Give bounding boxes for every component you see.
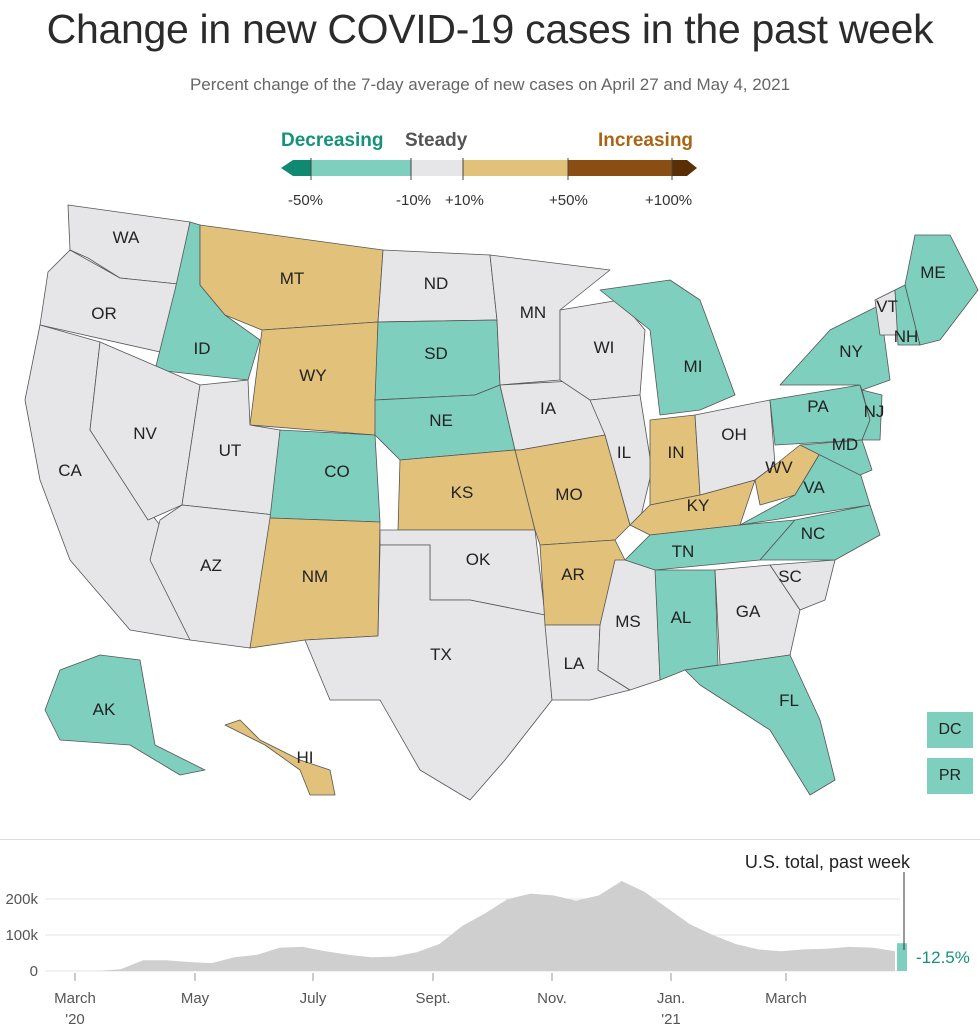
state-label-nj: NJ bbox=[864, 402, 885, 421]
state-label-ia: IA bbox=[540, 399, 557, 418]
state-label-vt: VT bbox=[876, 297, 898, 316]
state-hi[interactable] bbox=[224, 719, 336, 796]
state-label-ks: KS bbox=[451, 483, 474, 502]
state-label-nh: NH bbox=[894, 327, 919, 346]
trend-x-tick: Sept. bbox=[415, 990, 450, 1007]
state-label-or: OR bbox=[91, 304, 117, 323]
state-label-nm: NM bbox=[302, 567, 328, 586]
state-label-wv: WV bbox=[765, 458, 793, 477]
state-label-il: IL bbox=[617, 443, 631, 462]
state-sc[interactable] bbox=[769, 559, 836, 611]
state-label-ut: UT bbox=[219, 441, 242, 460]
state-label-mt: MT bbox=[280, 269, 305, 288]
trend-y-tick: 100k bbox=[5, 927, 38, 944]
trend-x-tick: Nov. bbox=[537, 990, 567, 1007]
legend-color-bar bbox=[281, 158, 697, 180]
state-label-oh: OH bbox=[721, 425, 747, 444]
state-label-mn: MN bbox=[520, 303, 546, 322]
state-label-la: LA bbox=[564, 654, 585, 673]
state-ga[interactable] bbox=[714, 564, 801, 666]
state-label-co: CO bbox=[324, 462, 350, 481]
state-mi[interactable] bbox=[599, 279, 736, 416]
state-nc[interactable] bbox=[759, 504, 881, 561]
trend-y-tick: 200k bbox=[5, 891, 38, 908]
trend-x-tick: Jan. bbox=[657, 990, 685, 1007]
state-mo[interactable] bbox=[514, 434, 631, 546]
state-label-ny: NY bbox=[839, 342, 863, 361]
state-label-me: ME bbox=[920, 263, 946, 282]
page-subtitle: Percent change of the 7-day average of n… bbox=[189, 75, 791, 94]
state-label-nd: ND bbox=[424, 274, 449, 293]
state-label-ms: MS bbox=[615, 612, 641, 631]
trend-y-tick: 0 bbox=[30, 963, 38, 980]
state-label-fl: FL bbox=[779, 691, 799, 710]
state-label-az: AZ bbox=[200, 556, 222, 575]
state-label-pr: PR bbox=[938, 767, 962, 784]
state-ak[interactable] bbox=[44, 654, 206, 776]
state-label-nc: NC bbox=[801, 524, 826, 543]
state-ny[interactable] bbox=[779, 304, 891, 391]
legend-tick: +50% bbox=[549, 192, 588, 209]
state-label-pa: PA bbox=[807, 397, 829, 416]
state-label-ok: OK bbox=[466, 550, 491, 569]
trend-area bbox=[75, 881, 895, 971]
state-nj[interactable] bbox=[861, 389, 883, 441]
state-label-wy: WY bbox=[299, 366, 326, 385]
us-state-map: WA OR CA ID NV MT WY UT AZ CO NM ND SD NE KS OK TX MN IA MO… bbox=[24, 204, 979, 801]
legend-tick: -50% bbox=[288, 192, 324, 209]
trend-year-label: '21 bbox=[661, 1011, 681, 1027]
state-label-ak: AK bbox=[93, 700, 116, 719]
state-label-nv: NV bbox=[133, 424, 157, 443]
trend-value-label: -12.5% bbox=[916, 948, 970, 967]
state-label-ne: NE bbox=[429, 411, 453, 430]
state-fl[interactable] bbox=[684, 654, 836, 796]
legend-decreasing-label: Decreasing bbox=[281, 130, 384, 151]
state-label-sd: SD bbox=[424, 344, 448, 363]
page-title: Change in new COVID-19 cases in the past… bbox=[46, 6, 934, 52]
trend-x-tick: July bbox=[300, 990, 327, 1007]
section-divider bbox=[0, 839, 980, 840]
legend-tick: +10% bbox=[445, 192, 484, 209]
state-label-tx: TX bbox=[430, 645, 452, 664]
state-label-ca: CA bbox=[58, 461, 82, 480]
state-label-in: IN bbox=[668, 443, 685, 462]
legend-tick: -10% bbox=[396, 192, 432, 209]
legend-increasing-label: Increasing bbox=[598, 130, 694, 151]
state-label-al: AL bbox=[671, 608, 692, 627]
state-label-ga: GA bbox=[736, 602, 761, 621]
legend-tick: +100% bbox=[645, 192, 693, 209]
state-label-mi: MI bbox=[684, 357, 703, 376]
trend-latest-week-bar bbox=[897, 943, 907, 971]
trend-year-label: '20 bbox=[65, 1011, 85, 1027]
state-label-ar: AR bbox=[561, 565, 585, 584]
trend-x-tick: March bbox=[54, 990, 96, 1007]
state-label-md: MD bbox=[832, 435, 858, 454]
trend-annotation: U.S. total, past week bbox=[745, 852, 911, 872]
us-total-trend-chart: 0 100k 200k U.S. total, past week -12.5% Marc… bbox=[5, 852, 970, 1027]
state-label-id: ID bbox=[194, 339, 211, 358]
state-label-tn: TN bbox=[672, 542, 695, 561]
legend-steady-label: Steady bbox=[405, 130, 468, 151]
state-label-hi: HI bbox=[297, 748, 314, 767]
state-label-mo: MO bbox=[555, 485, 582, 504]
state-label-wi: WI bbox=[594, 338, 615, 357]
state-me[interactable] bbox=[904, 234, 979, 346]
state-box-dc[interactable]: DC bbox=[927, 712, 973, 748]
trend-x-tick: May bbox=[181, 990, 210, 1007]
state-label-dc: DC bbox=[938, 721, 962, 738]
state-label-wa: WA bbox=[113, 228, 140, 247]
state-label-va: VA bbox=[803, 478, 825, 497]
state-label-sc: SC bbox=[778, 567, 802, 586]
state-label-ky: KY bbox=[687, 496, 710, 515]
state-md[interactable] bbox=[799, 439, 873, 476]
state-nv[interactable] bbox=[89, 341, 201, 521]
state-box-pr[interactable]: PR bbox=[927, 758, 973, 794]
trend-x-tick: March bbox=[765, 990, 807, 1007]
